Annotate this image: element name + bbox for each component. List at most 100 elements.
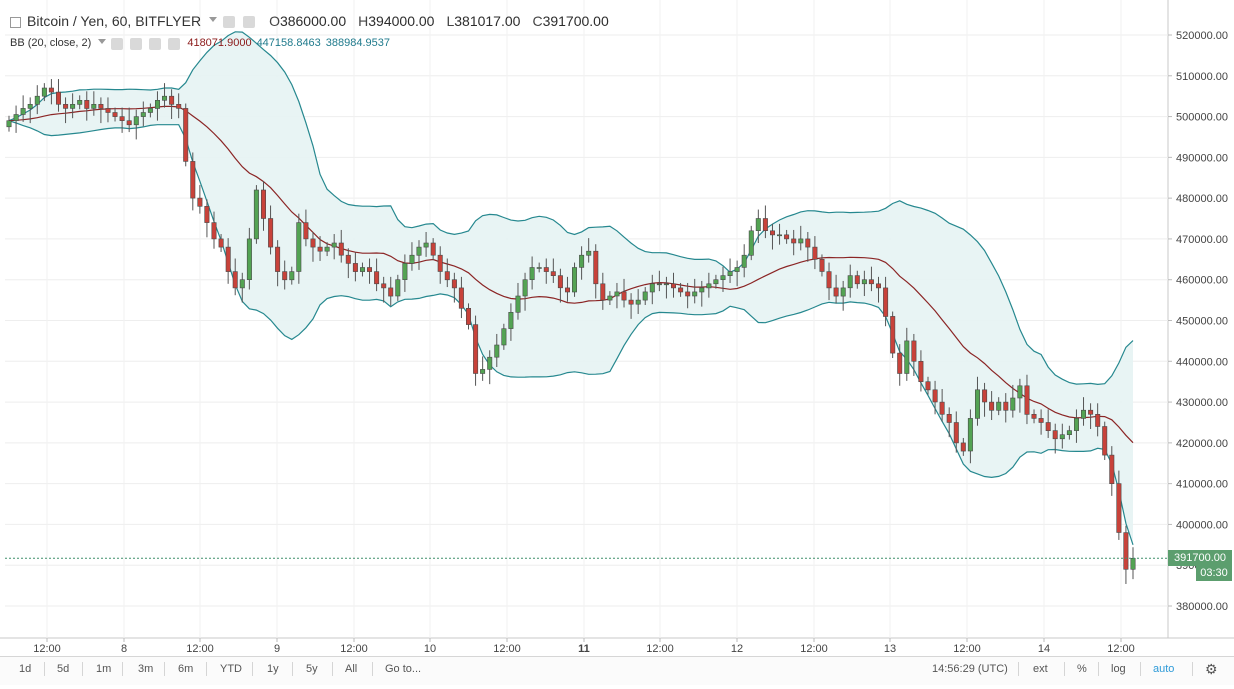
candle [458,287,464,309]
candle [41,87,47,97]
x-tick-label: 12:00 [800,643,828,655]
candle [246,238,252,280]
candle [126,120,132,126]
gear-icon[interactable]: ⚙ [1205,661,1218,677]
candle [748,230,754,256]
divider [44,662,45,676]
range-1y[interactable]: 1y [267,663,279,675]
candle [1066,430,1072,436]
x-tick-label: 13 [884,643,896,655]
goto-button[interactable]: Go to... [385,663,422,675]
candle [508,311,514,329]
x-tick-label: 12:00 [186,643,214,655]
candle [70,104,76,109]
candle [303,222,309,240]
candle [776,234,782,237]
candle [904,340,910,374]
range-3m[interactable]: 3m [138,663,154,675]
divider [82,662,83,676]
candle [628,299,634,305]
candle [1010,397,1016,411]
candle [925,381,931,391]
candle [883,287,889,317]
settings-icon[interactable] [130,38,143,50]
ext-toggle[interactable]: ext [1033,663,1048,675]
candle [699,287,705,293]
candle [204,206,210,223]
auto-toggle[interactable]: auto [1153,663,1175,675]
candle [1031,413,1037,419]
candle [621,291,627,301]
candle [409,254,415,264]
source-icon[interactable] [149,38,162,50]
candle [720,275,726,281]
candle [487,356,493,370]
range-5y[interactable]: 5y [306,663,318,675]
close-icon[interactable] [168,38,181,50]
candle [960,442,966,452]
y-tick-label: 400000.00 [1176,519,1228,531]
candle [331,242,337,248]
x-tick-label: 12:00 [1107,643,1135,655]
log-toggle[interactable]: log [1111,663,1126,675]
candle [480,369,486,374]
collapse-icon[interactable] [10,16,21,28]
utc-clock[interactable]: 14:56:29 (UTC) [932,663,1008,675]
range-ytd[interactable]: YTD [220,663,242,675]
range-all[interactable]: All [345,663,358,675]
range-1d[interactable]: 1d [19,663,32,675]
candle [614,291,620,297]
candle [1074,418,1080,431]
candle [366,267,372,272]
y-tick-label: 520000.00 [1176,30,1228,42]
candle [147,108,153,113]
candle [324,246,330,252]
indicator-name[interactable]: BB (20, close, 2) [10,37,92,49]
bb-upper-value: 447158.8463 [256,37,321,49]
candle [190,161,196,199]
candle [897,352,903,374]
range-6m[interactable]: 6m [178,663,194,675]
symbol-title[interactable]: Bitcoin / Yen, 60, BITFLYER [27,13,202,29]
candle [48,87,54,93]
range-1m[interactable]: 1m [96,663,112,675]
candle [359,267,365,272]
range-5d[interactable]: 5d [57,663,70,675]
candle [84,100,90,109]
candle [317,246,323,252]
candle [1081,409,1087,419]
candle [1024,385,1030,415]
candle [381,283,387,289]
candle [77,100,83,105]
candle [769,230,775,236]
candle [826,271,832,289]
candle [536,267,542,269]
ohlc-open: O386000.00 [269,13,347,29]
candle [1109,454,1115,485]
chevron-down-icon[interactable] [98,38,107,44]
eye-icon[interactable] [223,16,236,28]
bb-upper-line [8,31,1134,386]
candle [388,287,394,297]
candle [847,275,853,289]
candle [974,389,980,419]
x-tick-label: 12:00 [953,643,981,655]
percent-toggle[interactable]: % [1077,663,1087,675]
candle [63,104,69,109]
ohlc-low: L381017.00 [446,13,521,29]
divider [292,662,293,676]
candle [557,275,563,289]
chevron-down-icon[interactable] [209,16,218,22]
settings-icon[interactable] [243,16,256,28]
candle [642,291,648,301]
candle [395,279,401,297]
candle [1017,385,1023,399]
eye-icon[interactable] [111,38,124,50]
x-tick-label: 12:00 [646,643,674,655]
divider [164,662,165,676]
candle [253,189,259,240]
ohlc-high: H394000.00 [358,13,435,29]
candle [805,238,811,248]
